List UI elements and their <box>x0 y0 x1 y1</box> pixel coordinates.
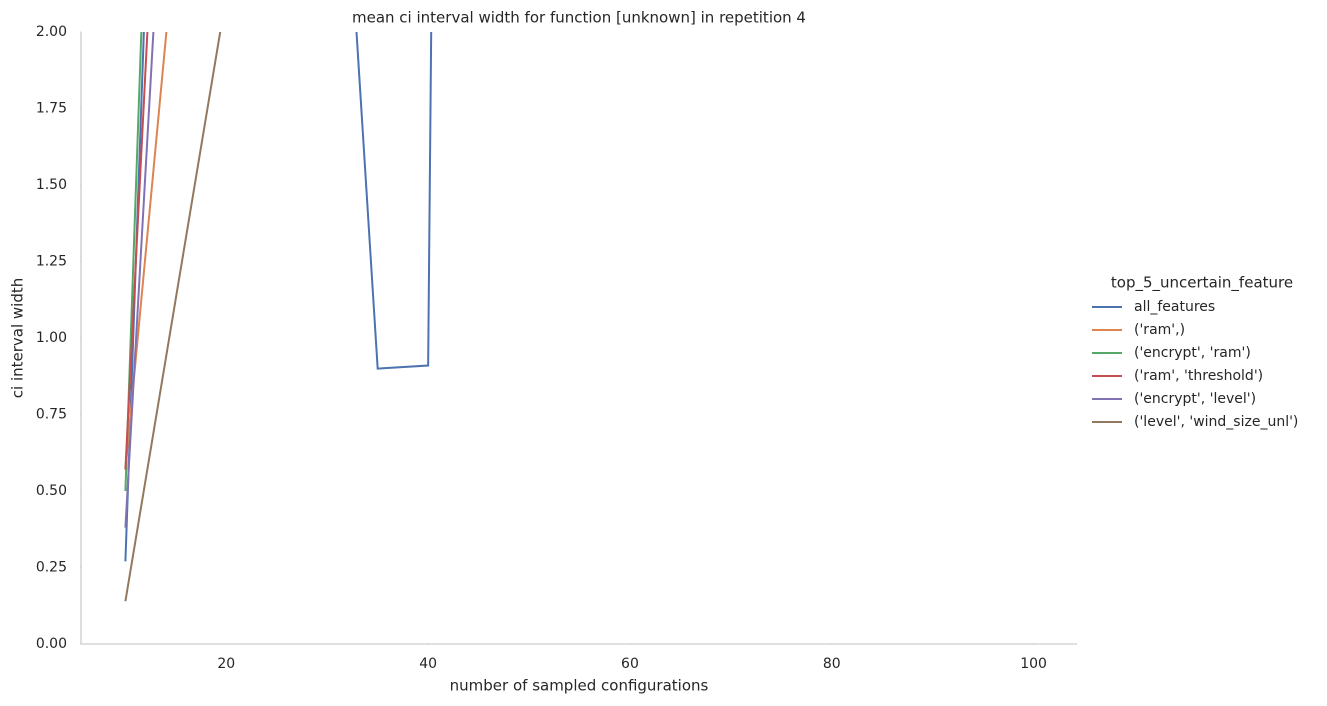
series-line <box>124 32 155 528</box>
x-tick-label: 20 <box>217 656 235 672</box>
series-line <box>124 32 433 562</box>
y-tick-label: 0.25 <box>36 560 67 576</box>
legend-label: ('ram',) <box>1134 322 1185 338</box>
y-tick-label: 0.00 <box>36 636 67 652</box>
legend-label: all_features <box>1134 299 1215 315</box>
legend-title: top_5_uncertain_feature <box>1111 274 1293 293</box>
y-tick-label: 1.75 <box>36 101 67 117</box>
x-tick-label: 40 <box>419 656 437 672</box>
chart-title: mean ci interval width for function [unk… <box>352 9 806 27</box>
y-tick-label: 1.25 <box>36 254 67 270</box>
x-tick-label: 80 <box>823 656 841 672</box>
y-tick-label: 0.50 <box>36 483 67 499</box>
legend-label: ('ram', 'threshold') <box>1134 368 1263 384</box>
plot-area <box>124 32 433 602</box>
x-axis-label: number of sampled configurations <box>450 677 709 695</box>
y-tick-label: 2.00 <box>36 24 67 40</box>
x-tick-label: 100 <box>1020 656 1047 672</box>
y-tick-label: 1.50 <box>36 177 67 193</box>
series-line <box>124 32 149 470</box>
series-line <box>124 32 222 602</box>
y-tick-label: 1.00 <box>36 330 67 346</box>
legend-label: ('level', 'wind_size_unl') <box>1134 414 1298 430</box>
legend-label: ('encrypt', 'ram') <box>1134 345 1251 361</box>
series-line <box>124 32 143 492</box>
y-axis-label: ci interval width <box>9 278 27 398</box>
series-line <box>124 32 168 470</box>
x-tick-label: 60 <box>621 656 639 672</box>
y-tick-label: 0.75 <box>36 407 67 423</box>
legend-label: ('encrypt', 'level') <box>1134 391 1256 407</box>
